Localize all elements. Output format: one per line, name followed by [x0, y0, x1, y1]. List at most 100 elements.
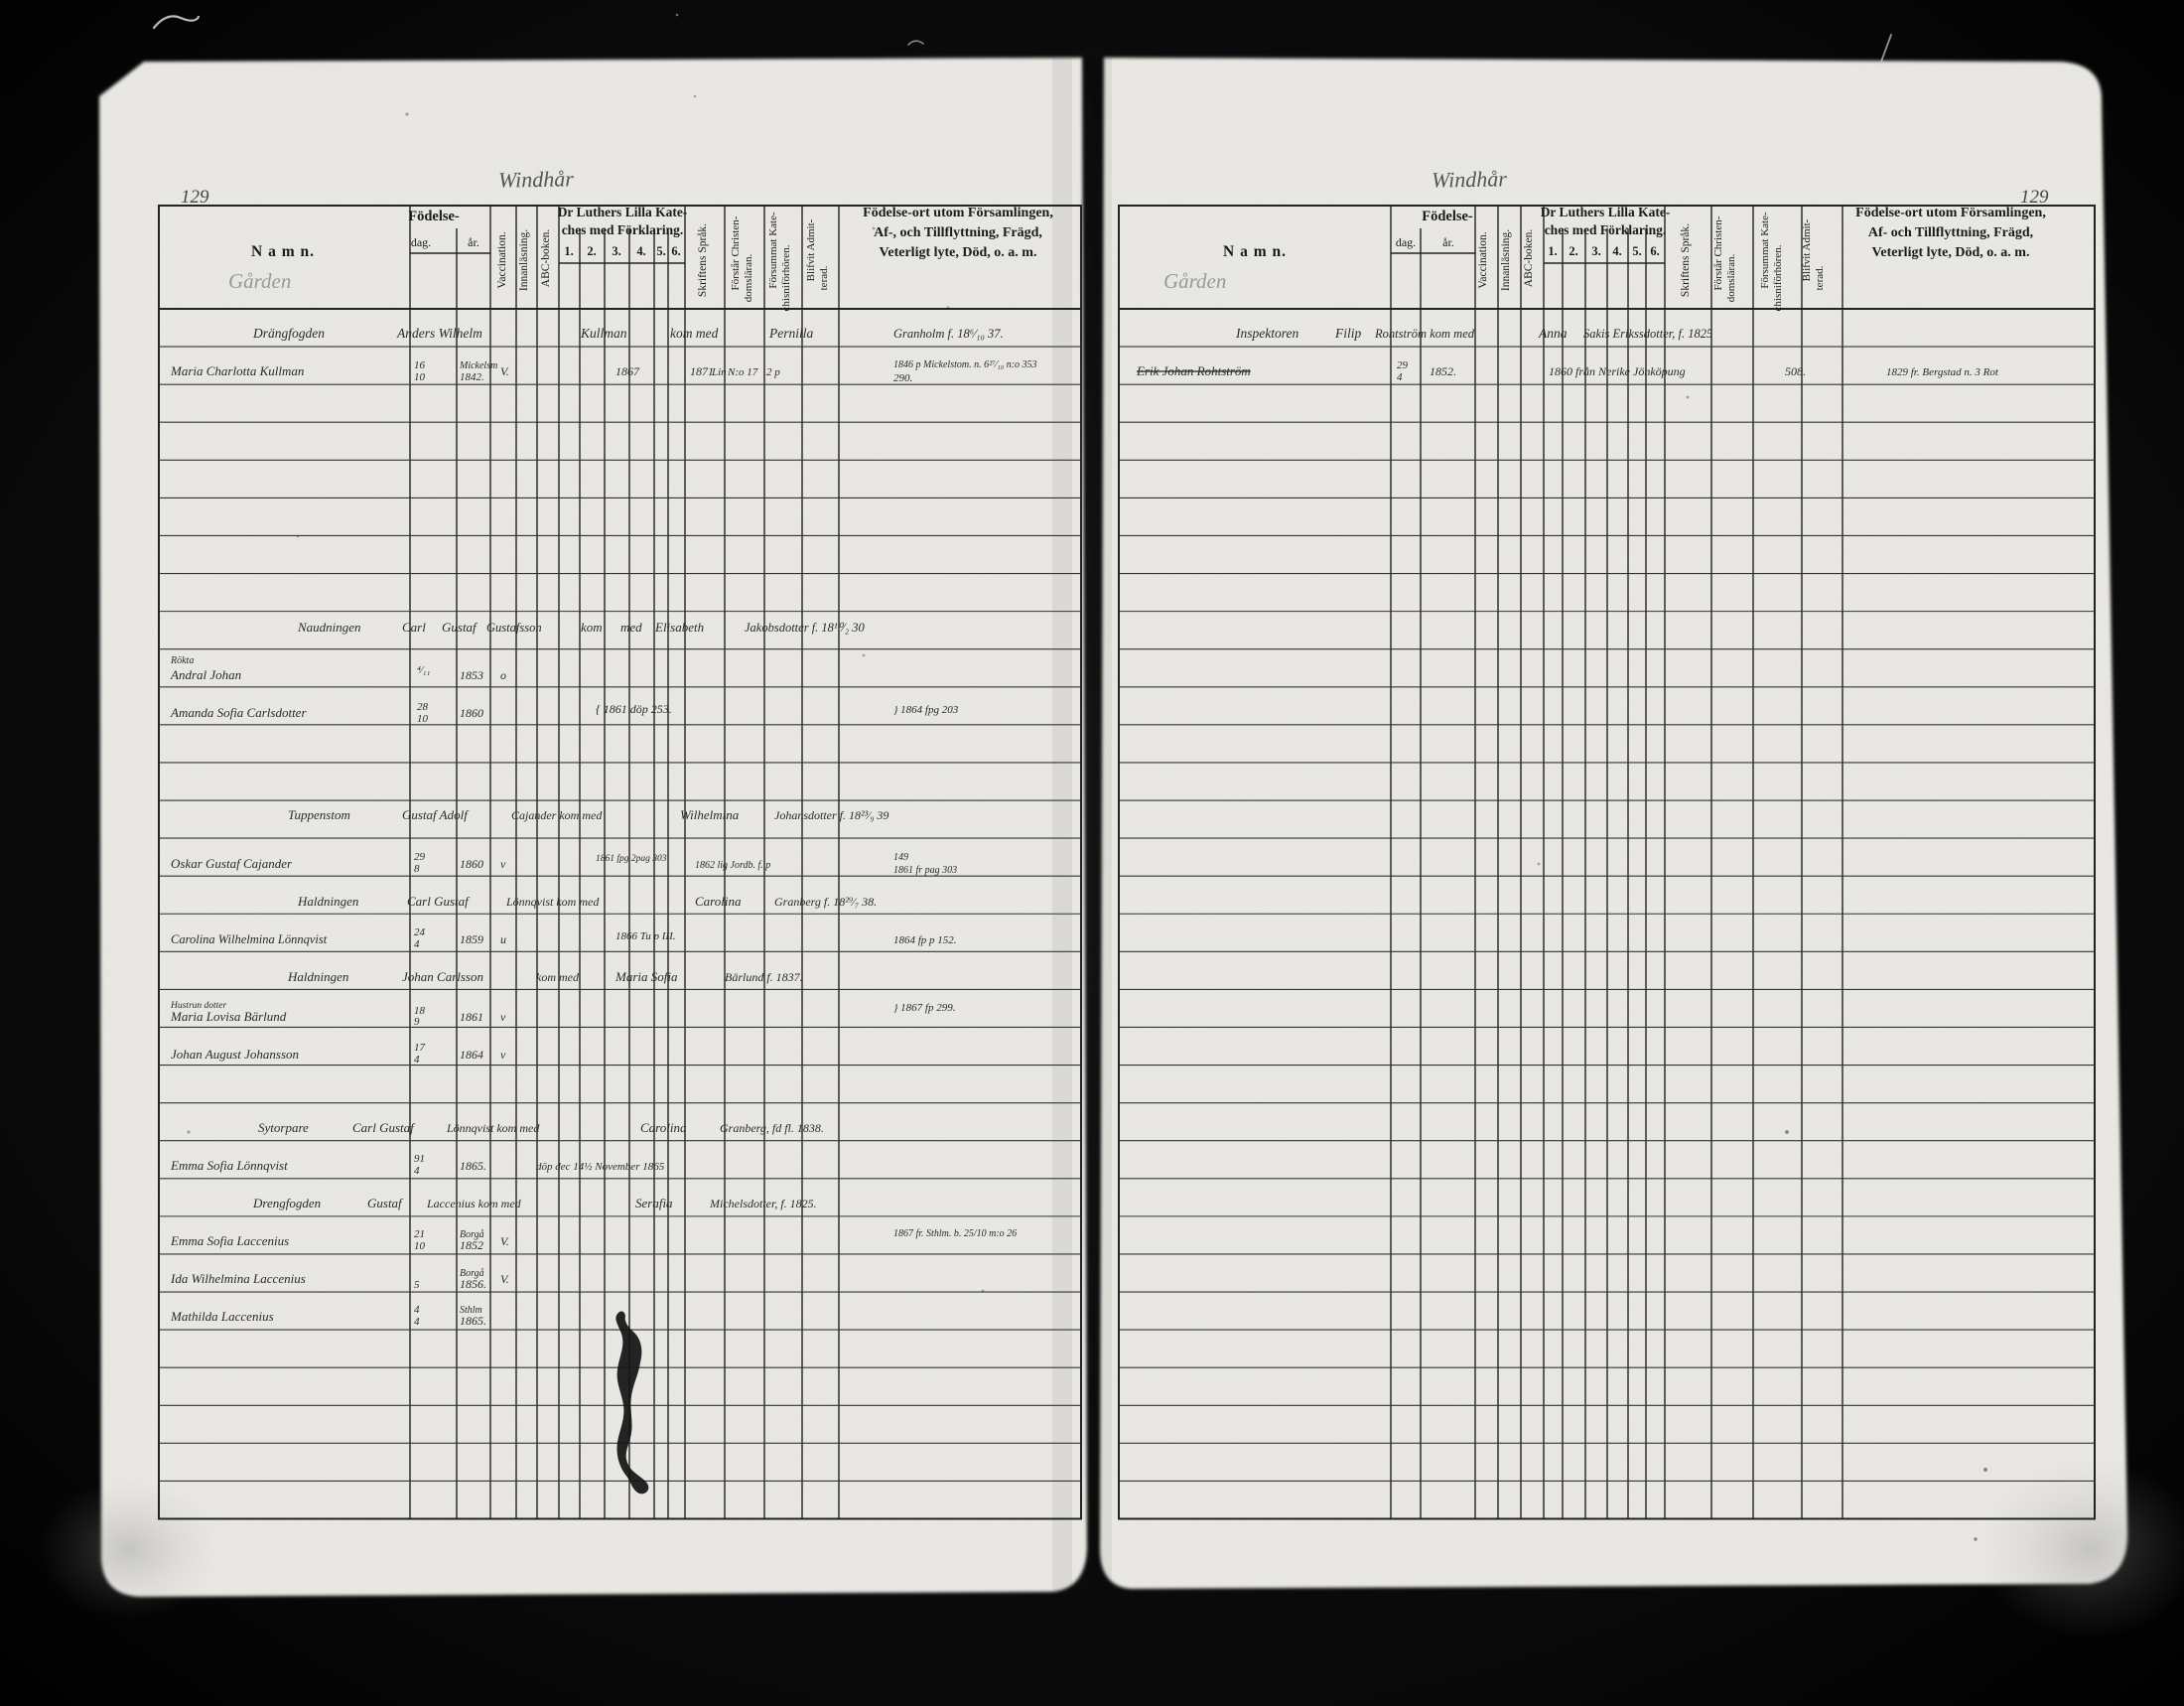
svg-text:1865.: 1865. [460, 1159, 486, 1173]
svg-text:Carl Gustaf: Carl Gustaf [352, 1120, 416, 1135]
svg-text:Serafia: Serafia [635, 1196, 673, 1210]
svg-text:Lönnqvist kom med: Lönnqvist kom med [505, 895, 600, 909]
svg-text:Mickelsm: Mickelsm [459, 360, 497, 371]
svg-text:149: 149 [893, 852, 908, 863]
svg-text:Innanläsning.: Innanläsning. [518, 229, 530, 291]
svg-text:V.: V. [500, 1234, 509, 1248]
svg-text:kom med: kom med [536, 970, 580, 984]
svg-text:Jakobsdotter f. 18¹⁰⁄₂ 30: Jakobsdotter f. 18¹⁰⁄₂ 30 [745, 621, 865, 635]
svg-text:5.: 5. [1632, 244, 1641, 258]
svg-text:24: 24 [414, 926, 426, 938]
svg-text:V.: V. [500, 1272, 509, 1286]
svg-text:chisniförhören.: chisniförhören. [780, 244, 792, 311]
svg-text:1861 fpg 2pag 303: 1861 fpg 2pag 303 [596, 853, 667, 864]
svg-text:29: 29 [414, 851, 426, 863]
svg-text:Emma Sofia Lönnqvist: Emma Sofia Lönnqvist [170, 1158, 288, 1173]
svg-text:kom med: kom med [670, 326, 719, 341]
svg-text:Födelse-ort utom Församlingen,: Födelse-ort utom Församlingen, [863, 206, 1053, 220]
svg-text:1842.: 1842. [460, 371, 484, 383]
svg-text:kom: kom [581, 620, 603, 635]
svg-text:3.: 3. [1591, 244, 1600, 258]
svg-text:Carolina: Carolina [695, 894, 742, 909]
svg-text:4: 4 [414, 1304, 420, 1316]
svg-text:1860: 1860 [460, 706, 483, 720]
svg-text:508.: 508. [1785, 364, 1806, 378]
svg-text:8: 8 [414, 863, 420, 875]
svg-text:2 p: 2 p [766, 366, 780, 378]
svg-text:Wilhelmina: Wilhelmina [680, 807, 740, 822]
svg-text:Sytorpare: Sytorpare [258, 1120, 309, 1135]
svg-text:v: v [500, 857, 506, 871]
svg-text:Af- och Tillflyttning, Frägd,: Af- och Tillflyttning, Frägd, [1868, 225, 2033, 240]
svg-text:Lönnqvist kom med: Lönnqvist kom med [446, 1121, 540, 1135]
svg-text:V.: V. [500, 364, 509, 378]
svg-text:1861 fr pag 303: 1861 fr pag 303 [893, 865, 957, 876]
svg-text:Granberg, fd fl. 1838.: Granberg, fd fl. 1838. [720, 1121, 824, 1135]
svg-text:år.: år. [1442, 235, 1454, 249]
svg-text:10: 10 [414, 1240, 426, 1252]
svg-text:Mathilda Laccenius: Mathilda Laccenius [170, 1309, 274, 1324]
svg-text:Blifvit Admit-: Blifvit Admit- [805, 218, 817, 281]
svg-text:Amanda Sofia Carlsdotter: Amanda Sofia Carlsdotter [170, 705, 307, 720]
svg-text:Gustafsson: Gustafsson [486, 621, 542, 635]
svg-text:ABC-boken.: ABC-boken. [1523, 229, 1535, 288]
svg-text:Tuppenstom: Tuppenstom [288, 807, 350, 822]
svg-text:Rökta: Rökta [170, 655, 194, 666]
svg-text:129: 129 [2020, 187, 2049, 208]
svg-text:1859: 1859 [460, 932, 483, 946]
svg-text:Försummat Kate-: Försummat Kate- [1759, 212, 1771, 289]
svg-text:Granberg f. 18²⁹⁄₇ 38.: Granberg f. 18²⁹⁄₇ 38. [774, 895, 877, 909]
svg-text:ABC-boken.: ABC-boken. [540, 229, 552, 288]
svg-text:år.: år. [468, 235, 479, 249]
svg-text:4: 4 [414, 1165, 420, 1177]
svg-text:Carolina Wilhelmina Lönnqvist: Carolina Wilhelmina Lönnqvist [171, 932, 328, 946]
svg-text:28: 28 [417, 701, 429, 713]
svg-text:Gården: Gården [1163, 269, 1226, 293]
svg-text:Lin: Lin [711, 366, 727, 378]
svg-text:4.: 4. [636, 244, 645, 258]
svg-text:21: 21 [414, 1228, 425, 1240]
svg-text:Födelse-: Födelse- [408, 209, 460, 224]
svg-text:1856.: 1856. [460, 1277, 486, 1291]
svg-text:9: 9 [414, 1016, 420, 1028]
svg-text:1.: 1. [1548, 244, 1557, 258]
svg-text:Michelsdotter, f. 1825.: Michelsdotter, f. 1825. [709, 1197, 817, 1210]
svg-text:Blifvit Admit-: Blifvit Admit- [1801, 218, 1813, 281]
svg-text:Haldningen: Haldningen [297, 894, 358, 909]
svg-text:Elisabeth: Elisabeth [654, 620, 704, 635]
svg-text:Kullman: Kullman [580, 326, 627, 341]
svg-text:N:o 17: N:o 17 [727, 366, 758, 378]
svg-text:3.: 3. [612, 244, 620, 258]
svg-text:10: 10 [414, 371, 426, 383]
svg-text:2.: 2. [1569, 244, 1577, 258]
svg-text:} 1867 fp 299.: } 1867 fp 299. [893, 1002, 955, 1014]
svg-text:17: 17 [414, 1042, 426, 1054]
svg-text:Maria Lovisa Bärlund: Maria Lovisa Bärlund [170, 1009, 287, 1024]
svg-text:Gustaf: Gustaf [442, 620, 478, 635]
svg-text:1860: 1860 [460, 857, 483, 871]
svg-text:Anders Wilhelm: Anders Wilhelm [396, 326, 482, 341]
svg-text:1846 p Mickelstom. n. 6²⁷⁄₁₀ n: 1846 p Mickelstom. n. 6²⁷⁄₁₀ n:o 353 [893, 359, 1037, 370]
svg-text:6.: 6. [671, 244, 680, 258]
svg-text:Oskar Gustaf Cajander: Oskar Gustaf Cajander [171, 856, 293, 871]
svg-text:Af-, och Tillflyttning, Frägd,: Af-, och Tillflyttning, Frägd, [874, 225, 1042, 240]
svg-text:1852.: 1852. [1430, 364, 1456, 378]
svg-text:Carolina: Carolina [640, 1120, 687, 1135]
svg-text:Anna: Anna [1538, 326, 1568, 341]
svg-text:Carl Gustaf: Carl Gustaf [407, 894, 471, 909]
svg-text:Skriftens Språk.: Skriftens Språk. [1679, 223, 1692, 297]
svg-text:Rohtström kom med: Rohtström kom med [1374, 327, 1475, 341]
svg-text:1864: 1864 [460, 1048, 483, 1062]
svg-text:1853: 1853 [460, 668, 483, 682]
svg-text:ches med Förklaring.: ches med Förklaring. [562, 222, 684, 237]
svg-text:Andral Johan: Andral Johan [170, 667, 241, 682]
svg-text:N a m n.: N a m n. [251, 243, 315, 260]
svg-text:Dr Luthers Lilla Kate-: Dr Luthers Lilla Kate- [558, 205, 688, 219]
svg-text:Maria Charlotta Kullman: Maria Charlotta Kullman [170, 363, 304, 378]
svg-text:v: v [500, 1048, 506, 1062]
svg-text:Skriftens Språk.: Skriftens Språk. [696, 223, 709, 297]
svg-text:Naudningen: Naudningen [297, 620, 361, 635]
svg-text:u: u [500, 932, 506, 946]
svg-text:} 1864 fpg 203: } 1864 fpg 203 [893, 704, 959, 716]
svg-text:Gustaf: Gustaf [367, 1196, 404, 1210]
